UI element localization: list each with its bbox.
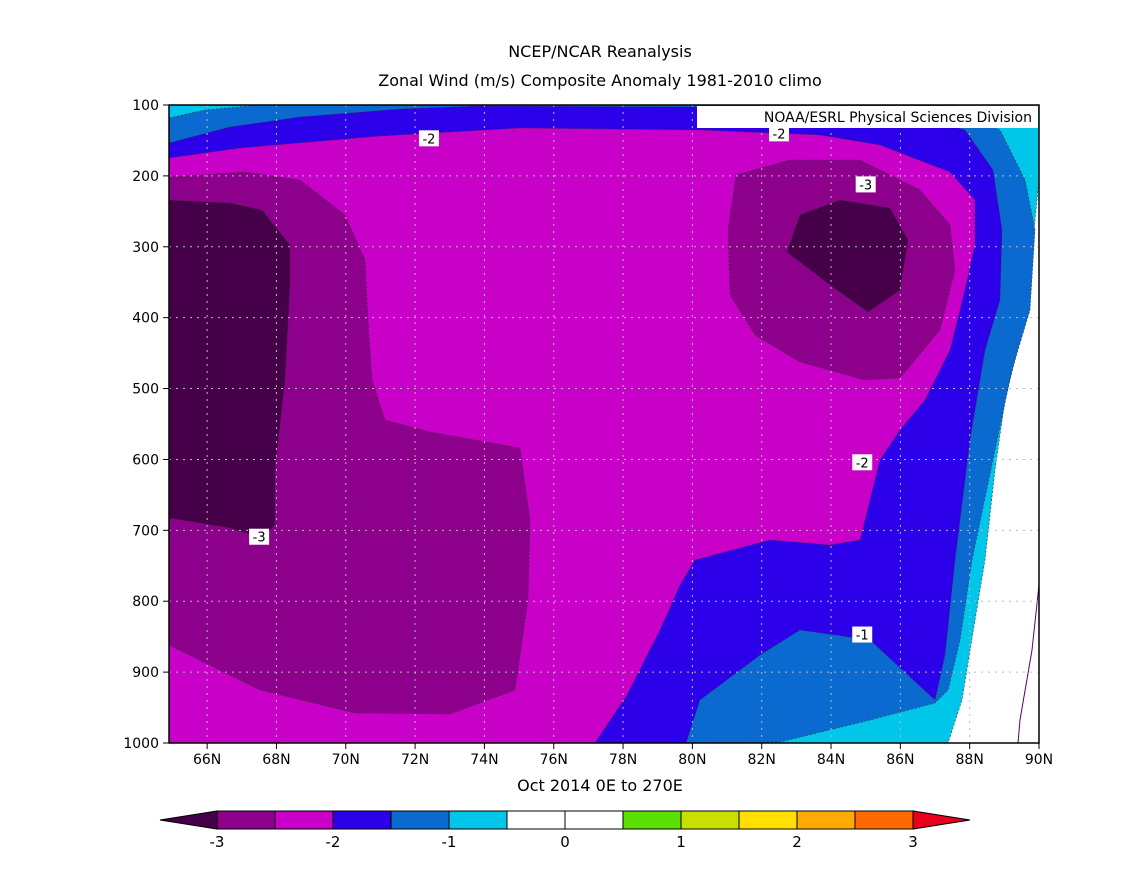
y-tick-label: 200 xyxy=(132,169,159,185)
y-tick-label: 300 xyxy=(132,240,159,256)
contour-label: -1 xyxy=(856,629,869,644)
y-tick-label: 700 xyxy=(132,523,159,539)
colorbar-label: 2 xyxy=(792,833,802,851)
x-tick-label: 74N xyxy=(470,752,498,768)
x-tick-label: 88N xyxy=(956,752,984,768)
colorbar-label: -2 xyxy=(326,833,341,851)
chart-subtitle: Zonal Wind (m/s) Composite Anomaly 1981-… xyxy=(378,71,822,90)
colorbar-label: 3 xyxy=(908,833,918,851)
grid-lines xyxy=(169,105,1039,743)
contour-fill-darkest-right xyxy=(786,199,909,313)
contour-field xyxy=(169,105,1039,743)
contour-label: -2 xyxy=(422,132,435,147)
x-tick-label: 82N xyxy=(748,752,776,768)
contour-label: -2 xyxy=(773,127,786,142)
colorbar-label: 0 xyxy=(560,833,570,851)
x-tick-label: 84N xyxy=(817,752,845,768)
credit-box xyxy=(697,106,1038,128)
colorbar-bin xyxy=(274,810,334,830)
x-tick-label: 68N xyxy=(262,752,290,768)
x-tick-label: 72N xyxy=(401,752,429,768)
y-axis: 100 200 300 400 500 600 700 800 900 1000 xyxy=(123,98,169,752)
contour-fill-darkest-left xyxy=(169,199,291,539)
colorbar-bin xyxy=(390,810,450,830)
colorbar: -3 -2 -1 0 1 2 3 xyxy=(159,810,971,851)
y-tick-label: 500 xyxy=(132,382,159,398)
colorbar-bin xyxy=(448,810,508,830)
contour-label-box xyxy=(852,626,873,643)
x-tick-label: 86N xyxy=(886,752,914,768)
plot-frame xyxy=(168,104,1040,744)
colorbar-bin xyxy=(622,810,682,830)
colorbar-bin xyxy=(506,810,566,830)
colorbar-bin xyxy=(216,810,276,830)
x-axis-label: Oct 2014 0E to 270E xyxy=(517,776,683,795)
colorbar-bin xyxy=(680,810,740,830)
x-tick-label: 66N xyxy=(193,752,221,768)
contour-label: -3 xyxy=(859,178,872,193)
y-tick-label: 400 xyxy=(132,311,159,327)
y-tick-label: 1000 xyxy=(123,736,159,752)
chart-title: NCEP/NCAR Reanalysis xyxy=(508,42,692,61)
colorbar-bin xyxy=(854,810,914,830)
y-tick-label: 900 xyxy=(132,665,159,681)
contour-labels: -2 -2 -3 -2 -3 -1 xyxy=(249,125,876,644)
zero-contour-line xyxy=(1017,584,1039,743)
contour-label-box xyxy=(855,176,876,193)
y-tick-label: 800 xyxy=(132,594,159,610)
colorbar-label: -3 xyxy=(210,833,225,851)
y-tick-label: 600 xyxy=(132,452,159,468)
x-tick-label: 90N xyxy=(1025,752,1053,768)
colorbar-arrow-high xyxy=(912,810,971,830)
colorbar-arrow-low xyxy=(159,810,218,830)
x-tick-label: 70N xyxy=(332,752,360,768)
contour-label-box xyxy=(852,454,873,471)
colorbar-bin xyxy=(738,810,798,830)
colorbar-label: -1 xyxy=(442,833,457,851)
colorbar-label: 1 xyxy=(676,833,686,851)
contour-label-box xyxy=(418,130,439,147)
x-tick-label: 80N xyxy=(678,752,706,768)
credit-text: NOAA/ESRL Physical Sciences Division xyxy=(764,110,1032,126)
x-axis: 66N 68N 70N 72N 74N 76N 78N 80N 82N 84N 86N 88N 90N xyxy=(193,743,1053,768)
y-tick-label: 100 xyxy=(132,98,159,114)
colorbar-bin xyxy=(564,810,624,830)
colorbar-bin xyxy=(796,810,856,830)
x-tick-label: 76N xyxy=(540,752,568,768)
contour-label: -2 xyxy=(856,456,869,471)
contour-label-box xyxy=(769,125,790,142)
contour-label: -3 xyxy=(253,531,266,546)
colorbar-bin xyxy=(332,810,392,830)
contour-label-box xyxy=(249,528,270,545)
x-tick-label: 78N xyxy=(609,752,637,768)
